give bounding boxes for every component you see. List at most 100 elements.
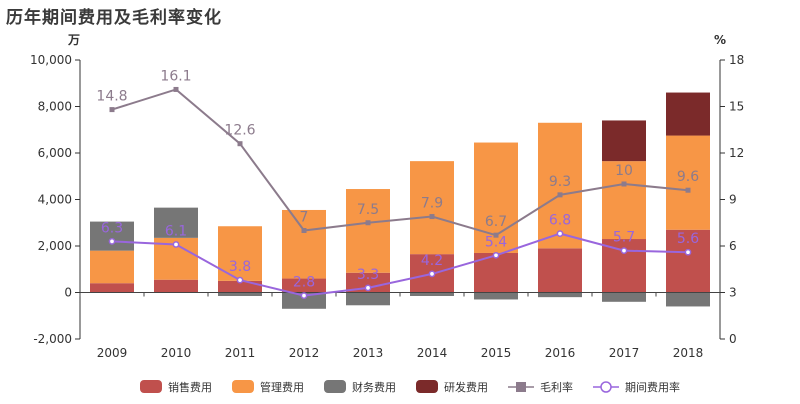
data-label: 10	[615, 163, 633, 179]
line-point	[365, 220, 371, 226]
bar-segment	[282, 209, 326, 279]
left-tick-label: -2,000	[33, 332, 72, 346]
bar-segment	[538, 122, 582, 249]
legend-swatch	[324, 380, 346, 393]
line-point	[172, 241, 180, 248]
data-label: 12.6	[224, 123, 255, 139]
bar-segment	[346, 272, 390, 293]
bar-segment	[602, 161, 646, 240]
left-tick-label: 2,000	[38, 239, 72, 253]
line-point	[300, 292, 308, 299]
data-label: 7.9	[421, 196, 443, 212]
chart-title: 历年期间费用及毛利率变化	[6, 8, 222, 28]
legend-swatch	[516, 382, 526, 392]
legend-label: 财务费用	[352, 380, 396, 394]
x-tick-label: 2018	[673, 346, 704, 360]
data-label: 7	[300, 210, 309, 226]
data-label: 4.2	[421, 253, 443, 269]
bar-segment	[282, 292, 326, 309]
right-tick-label: 18	[729, 53, 744, 67]
x-tick-label: 2014	[417, 346, 448, 360]
bar-segment	[154, 279, 198, 293]
bar-segment	[474, 292, 518, 300]
line-point	[620, 247, 628, 254]
data-label: 6.3	[101, 220, 123, 236]
x-tick-label: 2012	[289, 346, 320, 360]
line-point	[428, 270, 436, 278]
x-tick-label: 2016	[545, 346, 576, 360]
right-tick-label: 15	[729, 100, 744, 114]
right-tick-label: 6	[729, 239, 737, 253]
data-label: 9.3	[549, 174, 571, 190]
legend-swatch	[140, 380, 162, 393]
left-tick-label: 6,000	[38, 146, 72, 160]
bar-segment	[154, 207, 198, 238]
left-tick-label: 10,000	[30, 53, 72, 67]
x-tick-label: 2011	[225, 346, 256, 360]
bar-segment	[410, 161, 454, 255]
bar-segment	[282, 278, 326, 293]
data-label: 9.6	[677, 169, 699, 185]
right-tick-label: 0	[729, 332, 737, 346]
data-label: 6.7	[485, 214, 507, 230]
legend-label: 研发费用	[444, 380, 488, 394]
bar-segment	[666, 135, 710, 230]
line-series-path	[111, 88, 689, 237]
bar-segment	[218, 292, 262, 296]
data-label: 5.4	[485, 234, 507, 250]
line-point	[108, 238, 116, 245]
legend-label: 销售费用	[168, 380, 212, 394]
bar-segment	[666, 92, 710, 136]
bar-segment	[666, 229, 710, 293]
bar-segment	[90, 250, 134, 284]
legend-label: 毛利率	[540, 380, 573, 394]
legend-label: 期间费用率	[625, 380, 680, 394]
data-label: 16.1	[160, 68, 191, 84]
line-point	[557, 192, 563, 198]
line-point	[685, 187, 691, 193]
legend-swatch	[600, 381, 612, 393]
bar-segment	[538, 292, 582, 298]
line-point	[236, 276, 244, 284]
left-tick-label: 4,000	[38, 193, 72, 207]
data-label: 5.6	[677, 231, 699, 247]
line-series-path	[111, 232, 689, 297]
bar-segment	[90, 221, 134, 251]
data-label: 2.8	[293, 275, 315, 291]
line-point	[493, 232, 499, 238]
bar-segment	[346, 189, 390, 273]
line-point	[301, 228, 307, 233]
line-point	[492, 251, 500, 259]
legend-swatch	[232, 380, 254, 393]
data-label: 6.8	[549, 213, 571, 229]
line-point	[621, 181, 627, 187]
x-tick-label: 2010	[161, 346, 192, 360]
line-point	[429, 214, 435, 220]
line-point	[684, 248, 692, 256]
data-label: 5.7	[613, 230, 635, 246]
bar-segment	[538, 248, 582, 293]
left-tick-label: 8,000	[38, 100, 72, 114]
left-tick-label: 0	[64, 286, 72, 300]
bar-segment	[90, 283, 134, 293]
x-tick-label: 2015	[481, 346, 512, 360]
bar-segment	[410, 292, 454, 296]
line-point	[173, 86, 179, 92]
right-tick-label: 9	[729, 193, 737, 207]
data-label: 7.5	[357, 202, 379, 218]
bar-segment	[602, 292, 646, 302]
line-point	[364, 284, 372, 292]
bar-segment	[346, 292, 390, 306]
legend-label: 管理费用	[260, 380, 304, 394]
right-tick-label: 3	[729, 286, 737, 300]
bar-segment	[666, 292, 710, 307]
legend-swatch	[416, 380, 438, 393]
data-label: 14.8	[96, 89, 127, 105]
line-point	[109, 107, 115, 113]
data-label: 3.3	[357, 267, 379, 283]
line-point	[237, 141, 243, 147]
line-point	[556, 230, 564, 237]
right-tick-label: 12	[729, 146, 744, 160]
